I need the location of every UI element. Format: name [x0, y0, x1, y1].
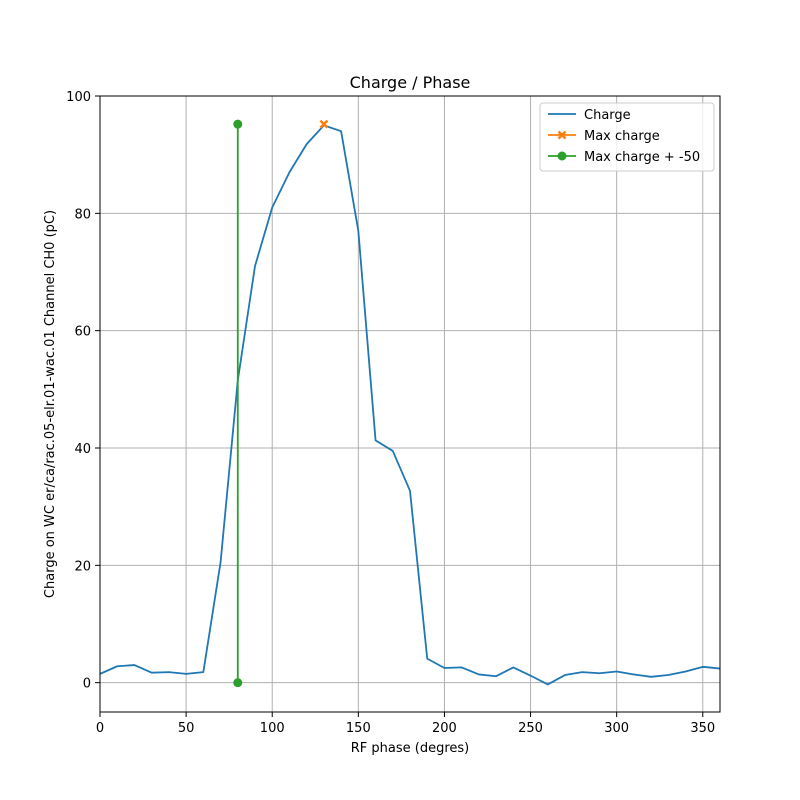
plot-series	[100, 119, 720, 688]
data-point	[233, 119, 243, 129]
x-tick-label: 350	[690, 721, 715, 736]
x-tick-label: 100	[260, 721, 285, 736]
legend-label: Max charge	[584, 129, 660, 144]
y-tick-label: 0	[83, 677, 91, 692]
grid	[99, 95, 720, 712]
x-tick-label: 150	[346, 721, 371, 736]
legend-label: Charge	[584, 108, 631, 123]
legend-item: Max charge	[548, 129, 660, 144]
series-max-charge-50	[233, 119, 243, 688]
axis-ticks: 0 50 100 150 200 250 300 350 0 20 40 60 80 100	[66, 90, 715, 736]
x-tick-label: 300	[604, 721, 629, 736]
legend-marker	[557, 151, 567, 161]
y-tick-label: 60	[74, 325, 91, 340]
chart-title: Charge / Phase	[350, 73, 471, 92]
y-tick-label: 40	[74, 442, 91, 457]
legend-item: Charge	[548, 108, 631, 123]
y-tick-label: 80	[74, 207, 91, 222]
legend: Charge Max charge Max charge + -50	[539, 102, 715, 172]
legend-marker	[557, 130, 567, 140]
series-line	[100, 124, 720, 686]
y-tick-label: 20	[74, 559, 91, 574]
x-tick-label: 50	[178, 721, 195, 736]
series-max-charge	[319, 119, 329, 129]
axes-frame	[99, 95, 721, 713]
x-axis-title: RF phase (degres)	[351, 741, 469, 756]
data-point	[319, 119, 329, 129]
legend-box	[539, 102, 715, 172]
legend-item: Max charge + -50	[548, 150, 700, 165]
legend-label: Max charge + -50	[584, 150, 700, 165]
x-tick-label: 0	[96, 721, 104, 736]
data-point	[233, 678, 243, 688]
series-charge	[100, 124, 720, 686]
x-tick-label: 200	[432, 721, 457, 736]
x-tick-label: 250	[518, 721, 543, 736]
y-axis-title: Charge on WC er/ca/rac.05-elr.01-wac.01 …	[43, 210, 58, 598]
y-tick-label: 100	[66, 90, 91, 105]
